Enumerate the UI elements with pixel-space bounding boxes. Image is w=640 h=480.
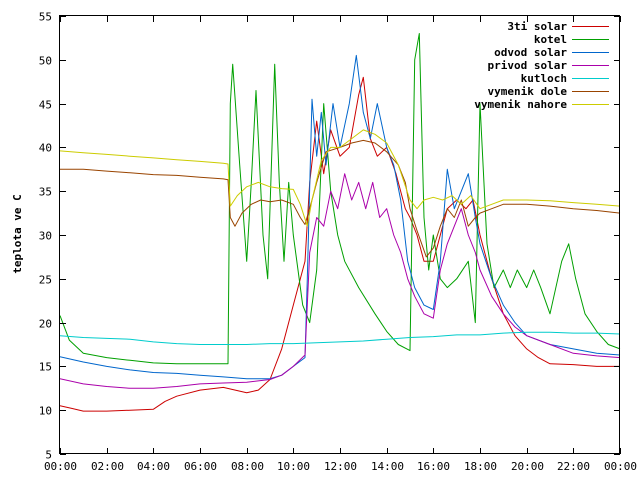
x-tick-label: 08:00	[231, 460, 264, 473]
series-line-vymenik-nahore	[59, 129, 621, 227]
ticks-layer: 5 10 15 20 25 30 35 40 45 50 55 00:00 02:00 04:00 06:0…	[39, 11, 637, 474]
x-tick-label: 14:00	[371, 460, 404, 473]
x-tick-label: 00:00	[44, 460, 77, 473]
legend-label-privod-solar: privod solar	[488, 59, 568, 72]
legend-label-vymenik-nahore: vymenik nahore	[474, 98, 567, 111]
y-tick-label: 45	[39, 99, 52, 112]
y-axis-title: teplota ve C	[11, 194, 24, 273]
series-line-privod-solar	[59, 173, 621, 389]
legend-label-odvod-solar: odvod solar	[494, 46, 567, 59]
x-tick-label: 10:00	[277, 460, 310, 473]
x-tick-label: 16:00	[417, 460, 450, 473]
legend-label-kotel: kotel	[534, 33, 567, 46]
series-line-kotel	[59, 33, 621, 365]
y-tick-label: 30	[39, 230, 52, 243]
series-layer	[59, 33, 621, 412]
legend-label-vymenik-dole: vymenik dole	[488, 85, 568, 98]
x-tick-label: 02:00	[91, 460, 124, 473]
y-tick-label: 20	[39, 318, 52, 331]
y-tick-label: 10	[39, 405, 52, 418]
y-tick-label: 50	[39, 55, 52, 68]
x-tick-label: 22:00	[557, 460, 590, 473]
x-tick-label: 06:00	[184, 460, 217, 473]
y-tick-label: 55	[39, 11, 52, 24]
series-line-kutloch	[59, 331, 621, 345]
y-tick-label: 15	[39, 361, 52, 374]
x-tick-label: 04:00	[137, 460, 170, 473]
x-tick-label: 18:00	[464, 460, 497, 473]
legend-label-3ti-solar: 3ti solar	[507, 20, 567, 33]
y-tick-label: 25	[39, 274, 52, 287]
x-tick-label: 00:00	[604, 460, 637, 473]
series-line-odvod-solar	[59, 54, 621, 380]
x-tick-label: 20:00	[511, 460, 544, 473]
y-tick-label: 5	[45, 449, 52, 462]
y-tick-label: 40	[39, 142, 52, 155]
y-tick-label: 35	[39, 186, 52, 199]
x-tick-label: 12:00	[324, 460, 357, 473]
plot-frame	[59, 15, 620, 454]
series-line-vymenik-dole	[60, 139, 621, 258]
legend-label-kutloch: kutloch	[521, 72, 567, 85]
